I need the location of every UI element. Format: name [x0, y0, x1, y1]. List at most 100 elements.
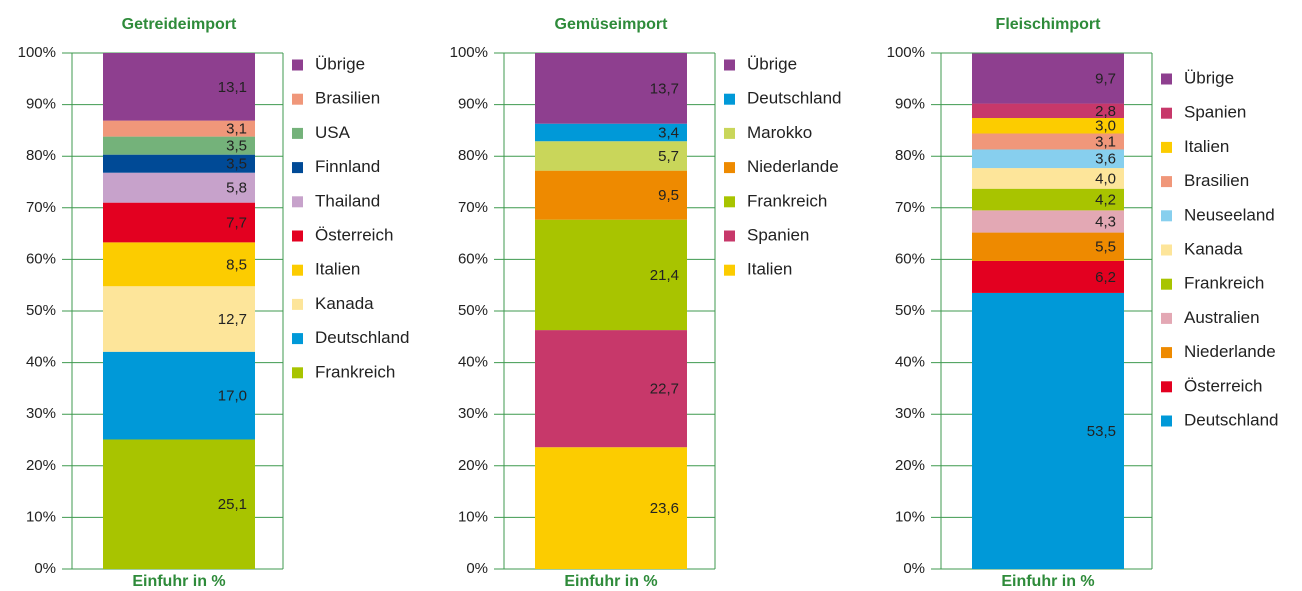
- bar-segment: [535, 141, 687, 171]
- value-label: 3,5: [226, 138, 247, 155]
- legend-swatch: [292, 59, 303, 71]
- legend-swatch: [1161, 176, 1172, 188]
- legend-swatch: [724, 93, 735, 105]
- legend-swatch: [292, 162, 303, 174]
- y-tick-label: 0%: [903, 560, 925, 577]
- legend-label: Neuseeland: [1184, 205, 1275, 224]
- bar-segment: [535, 170, 687, 220]
- y-tick-label: 100%: [887, 44, 925, 61]
- y-tick-label: 40%: [458, 354, 488, 371]
- bar-segment: [972, 103, 1124, 119]
- y-tick-label: 60%: [895, 250, 925, 267]
- legend-label: Brasilien: [1184, 171, 1249, 190]
- y-tick-label: 30%: [26, 405, 56, 422]
- legend-label: Brasilien: [315, 89, 380, 108]
- legend-swatch: [1161, 107, 1172, 119]
- legend-swatch: [292, 367, 303, 379]
- legend-label: Frankreich: [1184, 274, 1264, 293]
- y-tick-label: 40%: [895, 354, 925, 371]
- bar-segment: [535, 447, 687, 569]
- value-label: 8,5: [226, 256, 247, 273]
- bar-segment: [972, 149, 1124, 169]
- y-tick-label: 50%: [458, 302, 488, 319]
- legend-label: USA: [315, 123, 351, 142]
- legend-swatch: [724, 230, 735, 242]
- value-label: 6,2: [1095, 269, 1116, 286]
- legend-swatch: [1161, 415, 1172, 427]
- bar-segment: [103, 439, 255, 569]
- y-tick-label: 50%: [895, 302, 925, 319]
- legend-swatch: [1161, 141, 1172, 153]
- y-tick-label: 20%: [458, 457, 488, 474]
- value-label: 12,7: [218, 311, 247, 328]
- bar-segment: [535, 219, 687, 331]
- y-tick-label: 40%: [26, 354, 56, 371]
- chart-title: Gemüseimport: [555, 16, 669, 33]
- value-label: 4,0: [1095, 170, 1116, 187]
- y-tick-label: 20%: [26, 457, 56, 474]
- bar-segment: [972, 168, 1124, 189]
- legend-label: Deutschland: [315, 328, 410, 347]
- chart-title: Getreideimport: [122, 16, 237, 33]
- legend-swatch: [292, 127, 303, 139]
- legend-label: Übrige: [315, 54, 365, 73]
- bar-segment: [103, 202, 255, 243]
- legend-swatch: [292, 333, 303, 345]
- value-label: 13,7: [650, 80, 679, 97]
- legend-swatch: [724, 59, 735, 71]
- bar-segment: [535, 123, 687, 142]
- legend-swatch: [292, 230, 303, 242]
- y-tick-label: 70%: [895, 199, 925, 216]
- value-label: 25,1: [218, 496, 247, 513]
- y-tick-label: 90%: [895, 96, 925, 113]
- bar-segment: [103, 286, 255, 352]
- legend-label: Italien: [747, 260, 792, 279]
- legend-swatch: [724, 127, 735, 139]
- bar-segment: [103, 136, 255, 155]
- value-label: 9,7: [1095, 71, 1116, 88]
- legend-swatch: [1161, 347, 1172, 359]
- legend-swatch: [1161, 278, 1172, 290]
- bar-segment: [972, 210, 1124, 233]
- bar-segment: [103, 120, 255, 137]
- y-tick-label: 80%: [458, 147, 488, 164]
- legend-swatch: [292, 93, 303, 105]
- bar-segment: [103, 242, 255, 287]
- y-tick-label: 80%: [26, 147, 56, 164]
- legend-label: Übrige: [1184, 68, 1234, 87]
- value-label: 5,5: [1095, 239, 1116, 256]
- value-label: 2,8: [1095, 103, 1116, 120]
- legend-swatch: [1161, 381, 1172, 393]
- y-tick-label: 20%: [895, 457, 925, 474]
- bar-segment: [972, 292, 1124, 569]
- legend-label: Thailand: [315, 191, 380, 210]
- bar-segment: [535, 330, 687, 448]
- legend-label: Frankreich: [315, 362, 395, 381]
- y-tick-label: 80%: [895, 147, 925, 164]
- legend-swatch: [292, 298, 303, 310]
- legend-swatch: [1161, 73, 1172, 85]
- legend-label: Deutschland: [747, 89, 842, 108]
- legend-swatch: [724, 162, 735, 174]
- chart-title: Fleischimport: [996, 16, 1102, 33]
- legend-label: Spanien: [1184, 103, 1246, 122]
- bar-segment: [103, 154, 255, 173]
- legend-label: Australien: [1184, 308, 1260, 327]
- bar-segment: [103, 351, 255, 440]
- value-label: 22,7: [650, 381, 679, 398]
- legend-label: Spanien: [747, 225, 809, 244]
- value-label: 4,3: [1095, 213, 1116, 230]
- legend-label: Übrige: [747, 54, 797, 73]
- value-label: 4,2: [1095, 192, 1116, 209]
- y-tick-label: 100%: [18, 44, 56, 61]
- legend-swatch: [292, 264, 303, 276]
- y-tick-label: 60%: [26, 250, 56, 267]
- value-label: 17,0: [218, 388, 247, 405]
- value-label: 3,1: [1095, 133, 1116, 150]
- legend-label: Italien: [1184, 137, 1229, 156]
- legend-label: Deutschland: [1184, 410, 1279, 429]
- y-tick-label: 0%: [34, 560, 56, 577]
- value-label: 3,1: [226, 121, 247, 138]
- value-label: 9,5: [658, 187, 679, 204]
